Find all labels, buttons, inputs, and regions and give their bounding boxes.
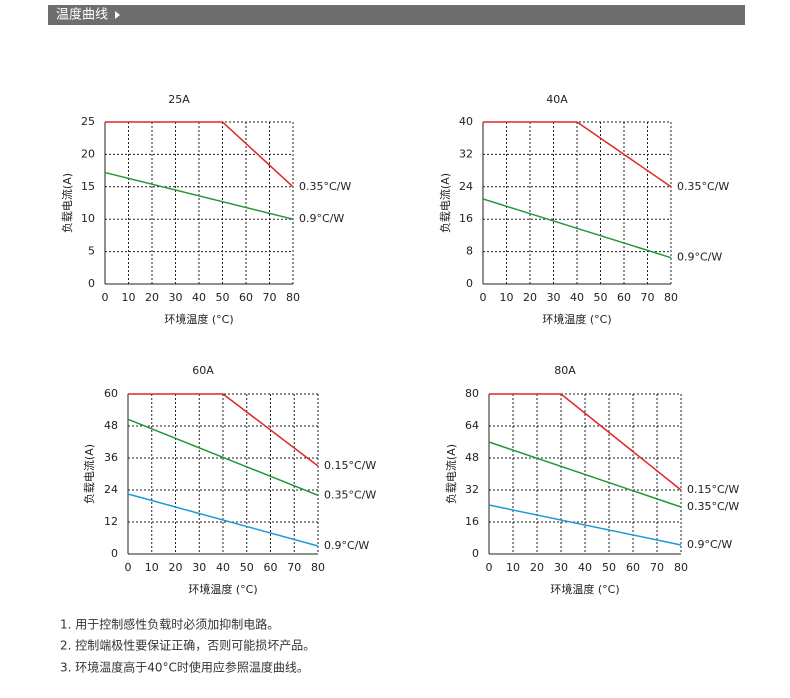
y-tick-label: 15 xyxy=(81,180,95,193)
header-title: 温度曲线 xyxy=(56,7,108,23)
x-tick-label: 20 xyxy=(145,291,159,304)
y-tick-label: 24 xyxy=(459,180,473,193)
x-tick-label: 80 xyxy=(311,561,325,574)
series-line xyxy=(127,418,319,497)
y-tick-label: 10 xyxy=(81,212,95,225)
x-tick-label: 60 xyxy=(626,561,640,574)
x-tick-label: 60 xyxy=(264,561,278,574)
x-tick-label: 40 xyxy=(192,291,206,304)
y-tick-label: 80 xyxy=(465,387,479,400)
x-axis-label: 环境温度 (°C) xyxy=(550,582,619,596)
y-tick-label: 5 xyxy=(88,245,95,258)
series-line xyxy=(104,171,294,220)
x-axis-label: 环境温度 (°C) xyxy=(188,582,257,596)
series-line xyxy=(488,441,682,508)
x-tick-label: 40 xyxy=(578,561,592,574)
x-tick-label: 30 xyxy=(192,561,206,574)
y-axis-label: 负载电流(A) xyxy=(438,173,452,233)
note: 1. 用于控制感性负载时必须加抑制电路。 xyxy=(60,617,279,632)
x-tick-label: 60 xyxy=(239,291,253,304)
series-line xyxy=(489,393,682,491)
x-tick-label: 0 xyxy=(480,291,487,304)
y-tick-label: 20 xyxy=(81,147,95,160)
y-tick-label: 48 xyxy=(104,419,118,432)
x-tick-label: 10 xyxy=(506,561,520,574)
y-tick-label: 16 xyxy=(459,212,473,225)
x-axis-label: 环境温度 (°C) xyxy=(164,312,233,326)
series-label: 0.9°C/W xyxy=(677,251,722,264)
header-arrow xyxy=(115,11,120,19)
series-label: 0.15°C/W xyxy=(324,459,376,472)
x-tick-label: 70 xyxy=(263,291,277,304)
y-tick-label: 32 xyxy=(465,483,479,496)
y-tick-label: 60 xyxy=(104,387,118,400)
series-line xyxy=(482,198,672,259)
x-tick-label: 40 xyxy=(570,291,584,304)
series-label: 0.9°C/W xyxy=(687,538,732,551)
y-axis-label: 负载电流(A) xyxy=(444,444,458,504)
y-tick-label: 0 xyxy=(111,547,118,560)
y-axis-label: 负载电流(A) xyxy=(82,444,96,504)
x-tick-label: 0 xyxy=(486,561,493,574)
y-tick-label: 40 xyxy=(459,115,473,128)
series-line xyxy=(127,493,319,547)
x-tick-label: 70 xyxy=(287,561,301,574)
y-tick-label: 12 xyxy=(104,515,118,528)
x-tick-label: 60 xyxy=(617,291,631,304)
series-label: 0.35°C/W xyxy=(299,180,351,193)
y-tick-label: 0 xyxy=(88,277,95,290)
chart-title: 60A xyxy=(192,364,214,377)
x-tick-label: 50 xyxy=(594,291,608,304)
y-tick-label: 16 xyxy=(465,515,479,528)
y-tick-label: 48 xyxy=(465,451,479,464)
series-label: 0.9°C/W xyxy=(324,539,369,552)
series-line xyxy=(488,504,682,546)
y-tick-label: 25 xyxy=(81,115,95,128)
chart-title: 40A xyxy=(546,93,568,106)
series-line xyxy=(128,393,319,467)
series-label: 0.35°C/W xyxy=(687,500,739,513)
x-tick-label: 0 xyxy=(125,561,132,574)
series-label: 0.35°C/W xyxy=(677,180,729,193)
x-tick-label: 80 xyxy=(664,291,678,304)
x-tick-label: 30 xyxy=(169,291,183,304)
y-tick-label: 8 xyxy=(466,245,473,258)
x-tick-label: 70 xyxy=(641,291,655,304)
x-tick-label: 20 xyxy=(169,561,183,574)
header-bar xyxy=(48,5,745,25)
x-tick-label: 10 xyxy=(122,291,136,304)
y-tick-label: 64 xyxy=(465,419,479,432)
x-tick-label: 80 xyxy=(286,291,300,304)
chart-title: 80A xyxy=(554,364,576,377)
y-tick-label: 0 xyxy=(472,547,479,560)
x-tick-label: 70 xyxy=(650,561,664,574)
series-line xyxy=(105,121,294,188)
x-tick-label: 50 xyxy=(240,561,254,574)
x-tick-label: 20 xyxy=(530,561,544,574)
chart-title: 25A xyxy=(168,93,190,106)
series-line xyxy=(483,121,672,188)
x-tick-label: 40 xyxy=(216,561,230,574)
y-tick-label: 0 xyxy=(466,277,473,290)
x-tick-label: 10 xyxy=(145,561,159,574)
note: 3. 环境温度高于40°C时使用应参照温度曲线。 xyxy=(60,660,309,675)
y-tick-label: 24 xyxy=(104,483,118,496)
y-tick-label: 32 xyxy=(459,147,473,160)
x-tick-label: 50 xyxy=(216,291,230,304)
x-tick-label: 80 xyxy=(674,561,688,574)
y-tick-label: 36 xyxy=(104,451,118,464)
x-tick-label: 30 xyxy=(547,291,561,304)
x-tick-label: 30 xyxy=(554,561,568,574)
x-tick-label: 20 xyxy=(523,291,537,304)
series-label: 0.35°C/W xyxy=(324,488,376,501)
series-label: 0.9°C/W xyxy=(299,212,344,225)
note: 2. 控制端极性要保证正确，否则可能损坏产品。 xyxy=(60,639,315,653)
series-label: 0.15°C/W xyxy=(687,483,739,496)
x-axis-label: 环境温度 (°C) xyxy=(542,312,611,326)
x-tick-label: 10 xyxy=(500,291,514,304)
x-tick-label: 0 xyxy=(102,291,109,304)
x-tick-label: 50 xyxy=(602,561,616,574)
y-axis-label: 负载电流(A) xyxy=(60,173,74,233)
